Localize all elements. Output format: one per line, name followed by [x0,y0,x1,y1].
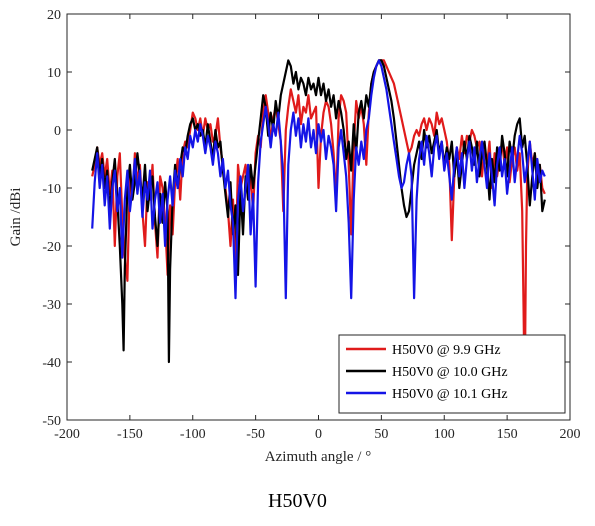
x-tick-label: 200 [560,427,581,442]
legend-label-2: H50V0 @ 10.0 GHz [392,365,508,380]
x-tick-label: -200 [54,427,80,442]
x-tick-label: 100 [434,427,455,442]
y-tick-label: -10 [42,182,61,197]
y-axis: -50 -40 -30 -20 -10 0 10 20 [42,8,570,429]
y-tick-label: 10 [47,66,61,81]
x-tick-label: 0 [315,427,322,442]
series-line-3 [91,59,546,300]
x-tick-label: 50 [374,427,388,442]
y-tick-label: -20 [42,240,61,255]
x-axis: -200 -150 -100 -50 0 50 100 150 200 [54,14,581,442]
plot-layer [91,59,546,398]
figure-caption: H50V0 [268,490,327,512]
legend-label-3: H50V0 @ 10.1 GHz [392,387,508,402]
legend: H50V0 @ 9.9 GHz H50V0 @ 10.0 GHz H50V0 @ 1… [338,334,566,414]
x-tick-label: -150 [117,427,143,442]
y-tick-label: -50 [42,414,61,429]
x-tick-label: 150 [497,427,518,442]
gain-chart: -200 -150 -100 -50 0 50 100 150 200 -50-40-30-20… [8,8,581,465]
x-axis-label: Azimuth angle / ° [265,449,371,465]
legend-label-1: H50V0 @ 9.9 GHz [392,343,501,358]
y-tick-label: -30 [42,298,61,313]
x-tick-label: -100 [180,427,206,442]
y-tick-label: 0 [54,124,61,139]
y-tick-label: -40 [42,356,61,371]
x-tick-label: -50 [246,427,265,442]
y-tick-label: 20 [47,8,61,23]
y-axis-label: Gain /dBi [8,188,24,247]
